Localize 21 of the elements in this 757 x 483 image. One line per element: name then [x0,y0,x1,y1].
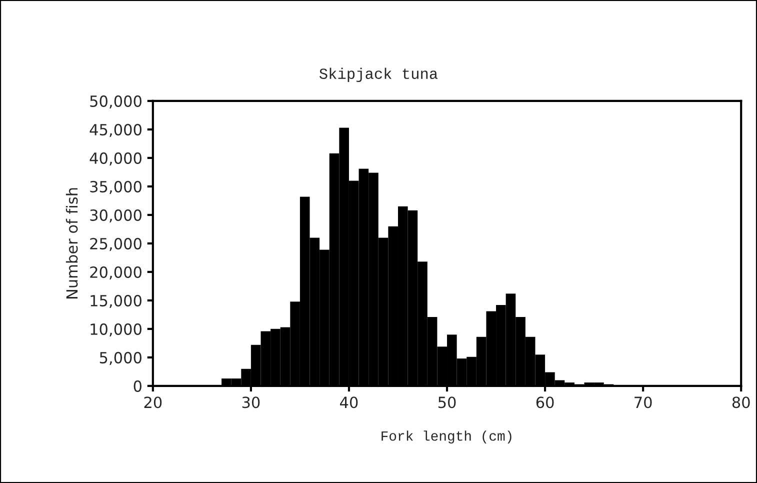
y-tick-label: 40,000 [90,152,142,166]
x-tick-label: 30 [242,396,260,408]
y-axis-title: Number of fish [66,188,78,298]
x-axis-title: Fork length (cm) [382,430,512,444]
y-tick-label: 50,000 [90,95,142,109]
y-tick-label: 35,000 [90,180,142,194]
x-tick-label: 60 [536,396,554,408]
y-tick-label: 10,000 [90,323,142,337]
chart-title: Skipjack tuna [319,68,438,82]
x-tick-label: 50 [438,396,456,408]
y-tick-label: 5,000 [100,352,142,365]
y-tick-label: 20,000 [90,266,142,280]
y-tick-label: 0 [134,380,142,392]
x-tick-label: 40 [340,396,358,408]
y-tick-label: 15,000 [90,294,142,308]
y-tick-label: 45,000 [90,124,142,138]
x-tick-label: 70 [634,396,652,408]
y-tick-label: 25,000 [90,238,142,252]
y-tick-label: 30,000 [90,209,142,223]
x-tick-label: 20 [144,396,162,408]
x-tick-label: 80 [732,396,750,408]
